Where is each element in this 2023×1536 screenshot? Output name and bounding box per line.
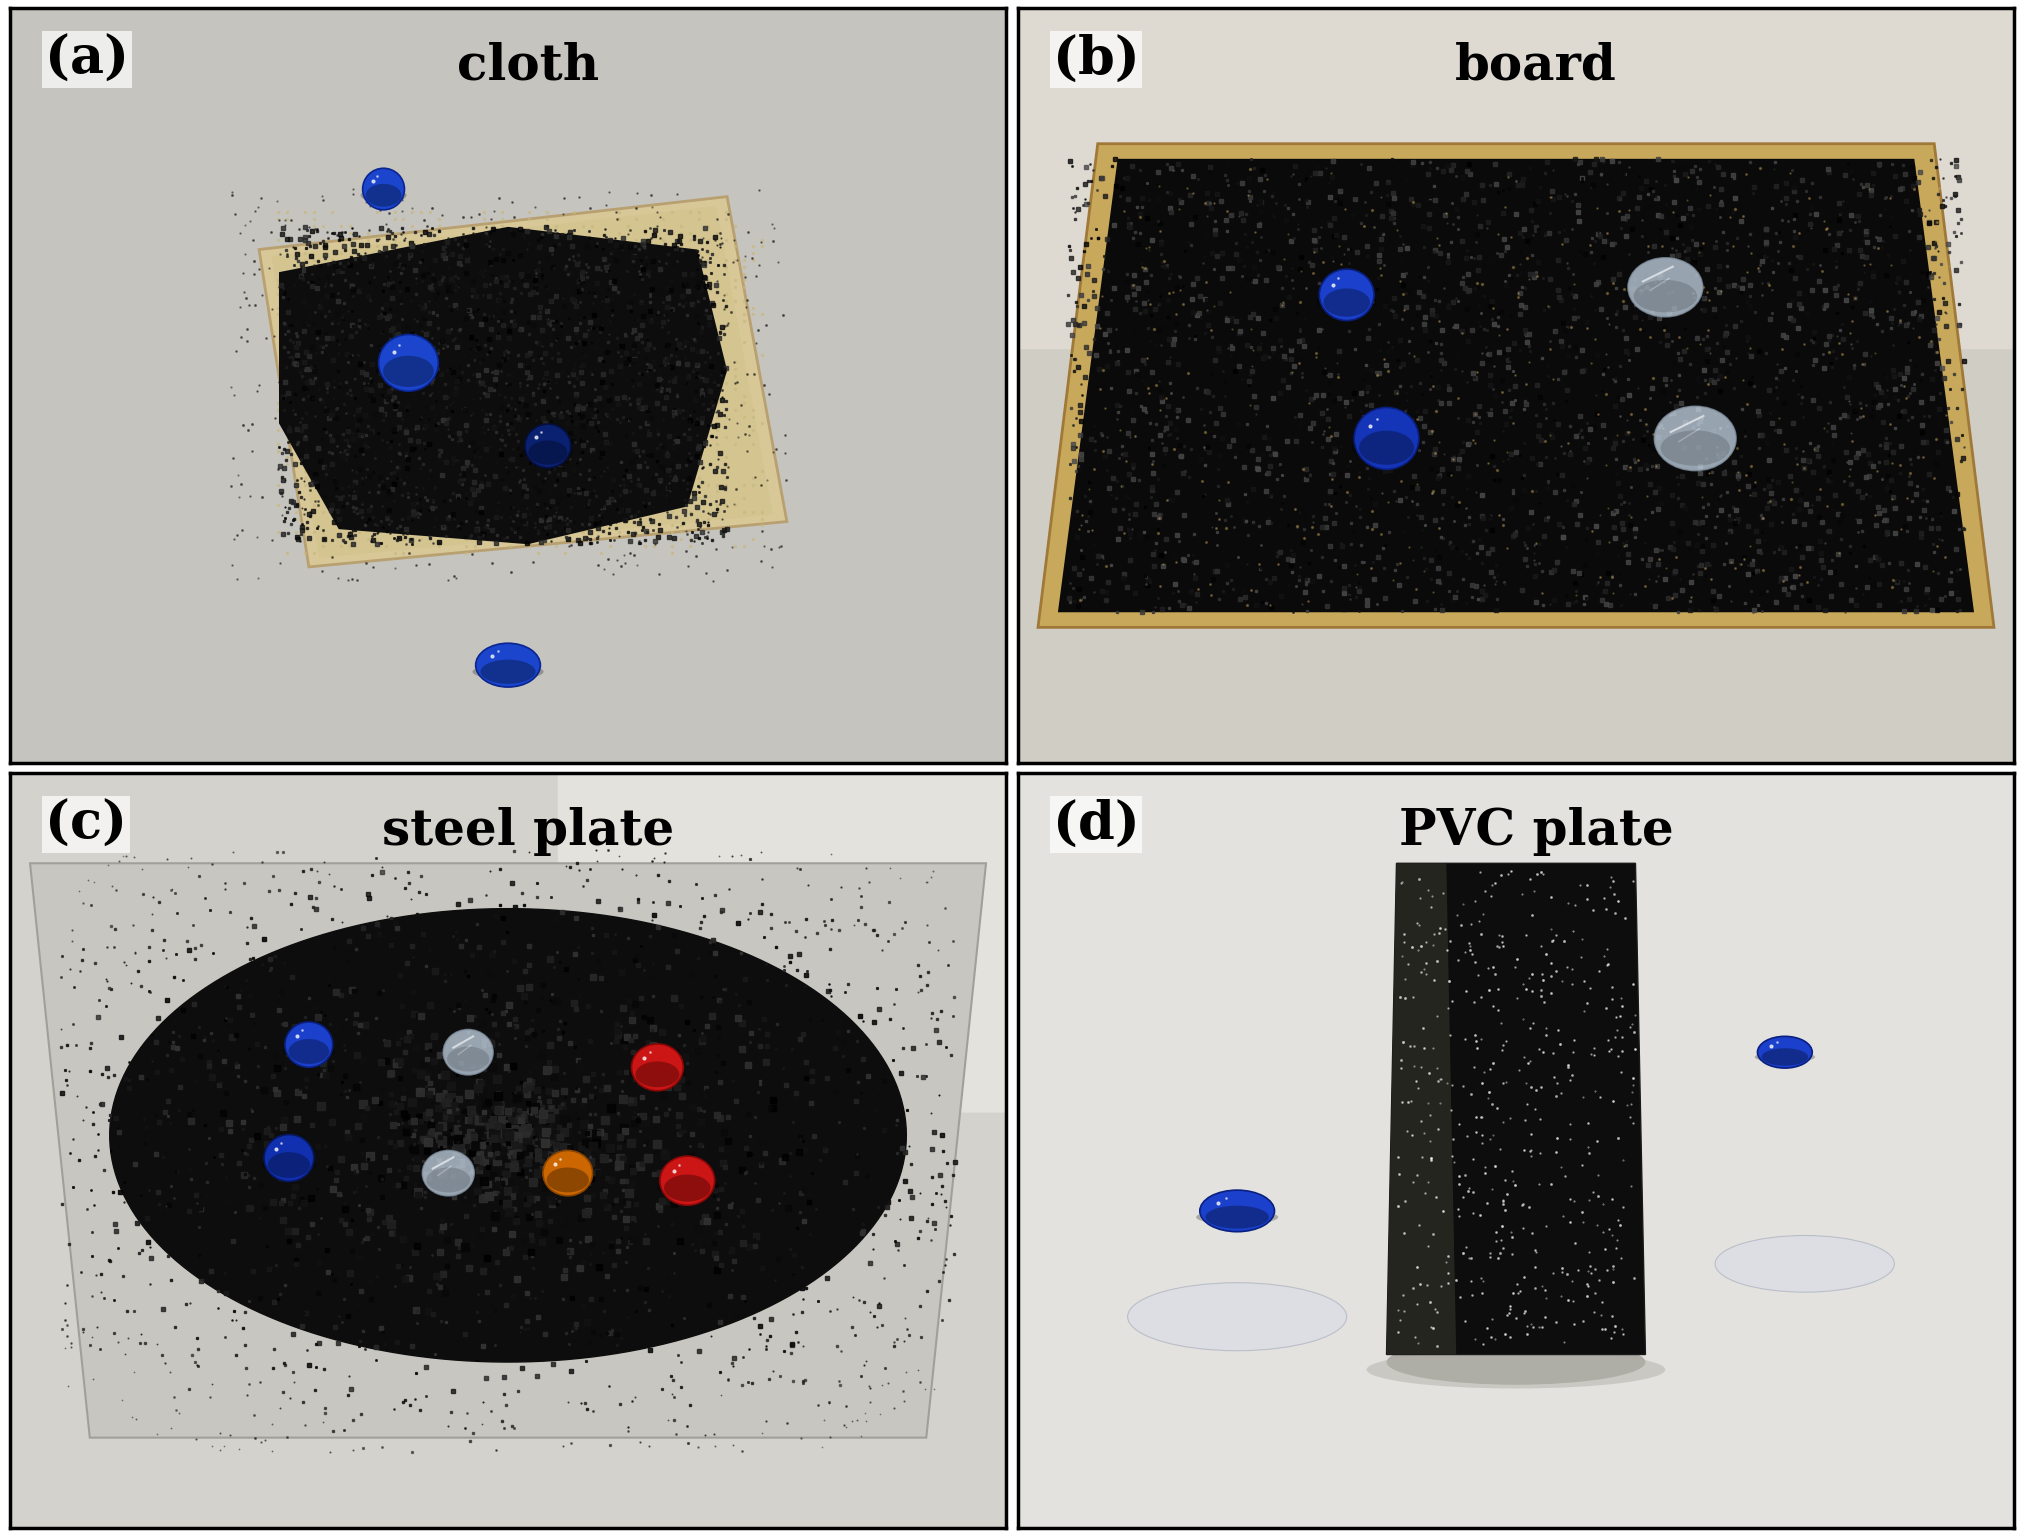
Text: cloth: cloth [457,41,599,91]
Ellipse shape [1200,1190,1274,1232]
Ellipse shape [631,1044,684,1091]
Ellipse shape [1353,407,1418,470]
Ellipse shape [1649,436,1740,459]
Polygon shape [271,206,773,558]
Ellipse shape [1756,1037,1811,1068]
Ellipse shape [1760,1048,1807,1066]
Ellipse shape [376,361,441,381]
Polygon shape [1386,863,1645,1355]
Ellipse shape [441,1051,496,1068]
Ellipse shape [447,1046,490,1072]
Ellipse shape [1653,407,1736,470]
Ellipse shape [267,1152,310,1178]
Ellipse shape [659,1157,714,1206]
Ellipse shape [542,1150,593,1197]
Ellipse shape [1626,258,1701,316]
Ellipse shape [657,1180,716,1197]
Ellipse shape [1315,293,1376,312]
Ellipse shape [360,187,407,203]
Ellipse shape [540,1172,595,1187]
Ellipse shape [528,441,566,464]
Ellipse shape [423,1150,473,1197]
Ellipse shape [263,1135,314,1181]
Ellipse shape [1713,1235,1894,1292]
Ellipse shape [635,1061,680,1087]
Ellipse shape [382,356,433,387]
Polygon shape [259,197,787,567]
Ellipse shape [479,659,536,684]
Polygon shape [558,773,1005,1112]
Ellipse shape [427,1167,469,1192]
Text: board: board [1455,41,1616,91]
Ellipse shape [366,184,401,207]
Text: (b): (b) [1052,34,1139,84]
Ellipse shape [443,1029,494,1075]
Polygon shape [30,863,985,1438]
Ellipse shape [419,1172,477,1187]
Ellipse shape [289,1038,330,1064]
Bar [1018,8,2013,347]
Ellipse shape [522,445,573,461]
Ellipse shape [524,424,570,468]
Ellipse shape [1319,269,1374,321]
Ellipse shape [1357,430,1414,465]
Text: (c): (c) [45,799,127,849]
Text: (d): (d) [1052,799,1139,849]
Ellipse shape [1196,1210,1279,1224]
Ellipse shape [475,644,540,687]
Ellipse shape [261,1157,316,1174]
Ellipse shape [1633,280,1695,312]
Polygon shape [109,909,906,1362]
Text: (a): (a) [45,34,129,84]
Ellipse shape [471,664,544,679]
Polygon shape [279,227,726,544]
Ellipse shape [629,1066,686,1083]
Ellipse shape [1366,1350,1665,1389]
Ellipse shape [362,169,405,210]
Ellipse shape [1127,1283,1345,1350]
Ellipse shape [1659,430,1730,465]
Ellipse shape [283,1043,336,1060]
Ellipse shape [546,1167,589,1192]
Polygon shape [1386,863,1455,1355]
Ellipse shape [1349,436,1422,459]
Ellipse shape [1624,286,1705,307]
Ellipse shape [285,1021,332,1068]
Ellipse shape [1754,1052,1815,1063]
Ellipse shape [664,1175,710,1201]
Text: PVC plate: PVC plate [1398,806,1673,856]
Polygon shape [1038,144,1993,627]
Text: steel plate: steel plate [382,806,674,856]
Ellipse shape [1323,289,1370,316]
Ellipse shape [378,335,439,392]
Ellipse shape [1386,1339,1645,1385]
Polygon shape [1058,158,1972,613]
Ellipse shape [1206,1206,1268,1229]
